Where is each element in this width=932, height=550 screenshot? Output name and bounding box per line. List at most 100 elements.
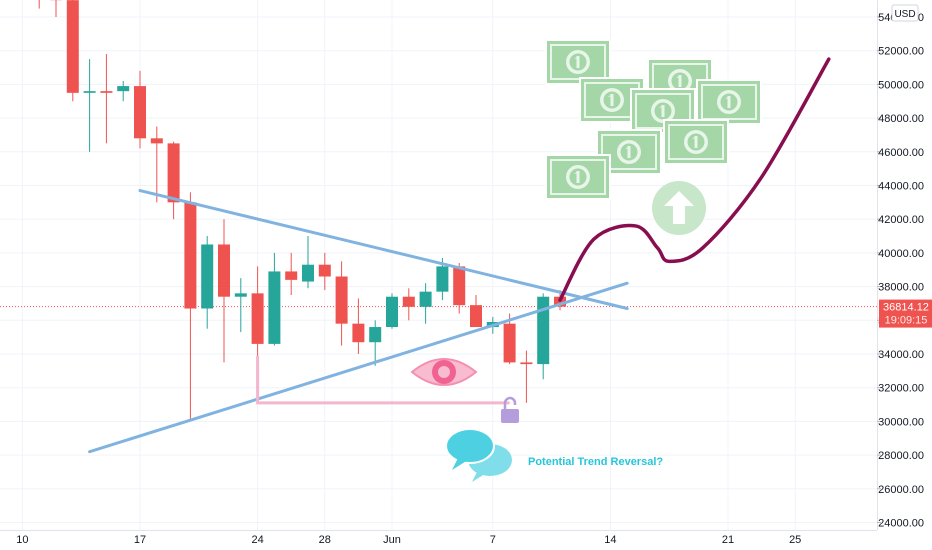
candle[interactable] bbox=[402, 288, 415, 321]
candle-body bbox=[117, 86, 130, 92]
candle-body bbox=[318, 264, 331, 277]
triangle-lower-trendline[interactable] bbox=[88, 281, 629, 454]
candle-body bbox=[167, 143, 180, 203]
candle-body bbox=[419, 291, 432, 307]
candle[interactable] bbox=[503, 313, 516, 365]
candle[interactable] bbox=[386, 293, 398, 329]
money-bill-icon bbox=[596, 129, 662, 175]
x-tick-label: 21 bbox=[722, 534, 734, 546]
money-bill-icon bbox=[545, 154, 611, 200]
projection-curve[interactable] bbox=[558, 57, 831, 302]
unlocked-padlock-icon bbox=[501, 396, 519, 423]
candle[interactable] bbox=[251, 266, 264, 358]
candle-body bbox=[285, 271, 298, 280]
candle-body bbox=[537, 296, 550, 365]
y-tick-label: 38000.00 bbox=[878, 282, 924, 294]
triangle-upper-trendline[interactable] bbox=[138, 189, 629, 311]
y-tick-label: 32000.00 bbox=[878, 383, 924, 395]
candle[interactable] bbox=[150, 126, 163, 203]
candle-body bbox=[100, 91, 113, 93]
candle[interactable] bbox=[117, 81, 130, 102]
y-tick-label: 34000.00 bbox=[878, 349, 924, 361]
candle[interactable] bbox=[285, 252, 298, 296]
candle[interactable] bbox=[100, 54, 113, 144]
candle[interactable] bbox=[184, 192, 197, 422]
support-level-line[interactable] bbox=[256, 355, 510, 405]
currency-badge[interactable]: USD bbox=[891, 4, 919, 22]
candle[interactable] bbox=[352, 298, 365, 354]
candle[interactable] bbox=[470, 295, 482, 328]
candle[interactable] bbox=[268, 252, 281, 346]
candle[interactable] bbox=[453, 263, 466, 314]
candle[interactable] bbox=[520, 350, 533, 403]
y-tick-label: 28000.00 bbox=[878, 450, 924, 462]
speech-bubbles-icon bbox=[445, 428, 512, 482]
candle-body bbox=[218, 244, 230, 297]
candle-body bbox=[503, 323, 516, 363]
candles-layer bbox=[33, 0, 566, 422]
candle[interactable] bbox=[83, 59, 96, 152]
candle[interactable] bbox=[167, 141, 180, 220]
money-bill-icon bbox=[696, 79, 762, 125]
y-tick-label: 52000.00 bbox=[878, 46, 924, 58]
candle-countdown: 19:09:15 bbox=[885, 315, 928, 327]
candle-body bbox=[335, 276, 348, 324]
x-tick-label: 28 bbox=[319, 534, 331, 546]
y-tick-label: 48000.00 bbox=[878, 113, 924, 125]
y-tick-label: 46000.00 bbox=[878, 147, 924, 159]
x-tick-label: Jun bbox=[383, 534, 401, 546]
candle[interactable] bbox=[66, 0, 79, 102]
time-axis[interactable]: 10 17 24 28 Jun 7 14 21 25 bbox=[0, 530, 877, 547]
current-price-tag: 36814.12 19:09:15 bbox=[879, 299, 932, 328]
candle-body bbox=[201, 244, 214, 309]
candle-body bbox=[520, 362, 533, 365]
x-tick-label: 7 bbox=[490, 534, 496, 546]
candle[interactable] bbox=[218, 219, 230, 363]
current-price-value: 36814.12 bbox=[883, 302, 929, 314]
candle-body bbox=[352, 323, 365, 343]
y-tick-label: 30000.00 bbox=[878, 416, 924, 428]
candle-body bbox=[268, 271, 281, 344]
money-bill-icon bbox=[663, 119, 729, 165]
currency-label: USD bbox=[894, 9, 915, 20]
y-tick-label: 50000.00 bbox=[878, 79, 924, 91]
trend-reversal-annotation[interactable]: Potential Trend Reversal? bbox=[528, 456, 663, 468]
x-tick-label: 17 bbox=[134, 534, 146, 546]
x-tick-label: 24 bbox=[251, 534, 263, 546]
candle[interactable] bbox=[369, 320, 382, 366]
candle-body bbox=[436, 266, 449, 292]
candle-body bbox=[369, 327, 382, 343]
candle[interactable] bbox=[537, 293, 550, 380]
annotations-layer: Potential Trend Reversal? bbox=[88, 39, 831, 482]
candle[interactable] bbox=[302, 236, 314, 289]
candle-body bbox=[66, 0, 79, 93]
candle-body bbox=[251, 293, 264, 344]
candle[interactable] bbox=[33, 0, 45, 9]
y-tick-label: 42000.00 bbox=[878, 214, 924, 226]
candle-body bbox=[386, 296, 398, 328]
money-bill-icon bbox=[545, 39, 611, 85]
y-tick-label: 26000.00 bbox=[878, 484, 924, 496]
candle[interactable] bbox=[419, 283, 432, 324]
price-axis[interactable]: 24000.00 26000.00 28000.00 30000.00 32000.00… bbox=[877, 0, 924, 530]
candle-body bbox=[134, 86, 146, 139]
x-tick-label: 25 bbox=[789, 534, 801, 546]
candle[interactable] bbox=[318, 252, 331, 290]
candle[interactable] bbox=[134, 70, 146, 149]
candle-body bbox=[83, 91, 96, 93]
candle-body bbox=[184, 202, 197, 309]
y-tick-label: 44000.00 bbox=[878, 181, 924, 193]
up-arrow-icon bbox=[652, 181, 706, 235]
candle[interactable] bbox=[50, 0, 62, 17]
candle[interactable] bbox=[335, 261, 348, 346]
money-bill-icon bbox=[579, 77, 645, 123]
x-tick-label: 10 bbox=[16, 534, 28, 546]
candle[interactable] bbox=[234, 278, 247, 333]
candle-body bbox=[470, 305, 482, 328]
money-bills-illustration bbox=[545, 39, 762, 200]
y-tick-label: 24000.00 bbox=[878, 518, 924, 530]
candle-body bbox=[234, 293, 247, 297]
candle[interactable] bbox=[201, 236, 214, 329]
